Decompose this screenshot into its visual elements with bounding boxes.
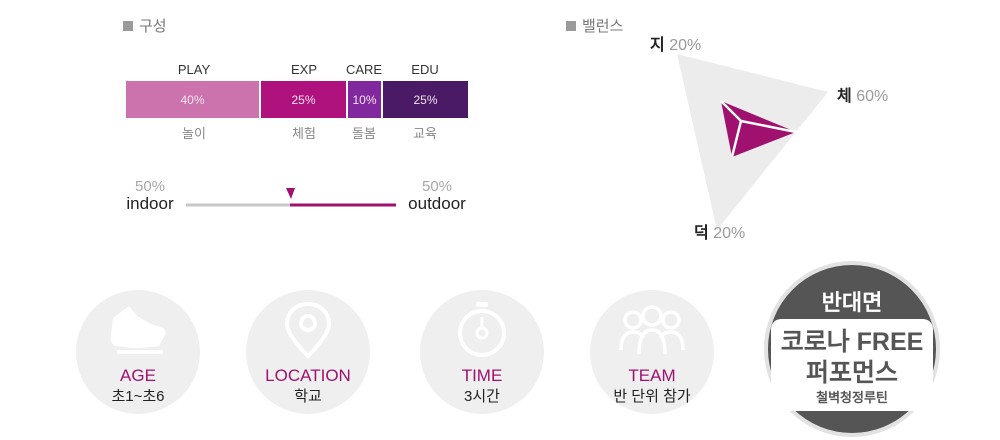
segment-value: 25% <box>413 92 438 107</box>
segment-bottom-label: 돌봄 <box>352 126 376 141</box>
stopwatch-icon <box>458 302 506 357</box>
radar-label-deok: 덕 20% <box>694 219 745 243</box>
indoor-percent: 50% <box>134 178 166 195</box>
radar-fill <box>721 101 796 157</box>
outdoor-label: outdoor <box>408 194 466 213</box>
sneaker-icon <box>110 306 166 354</box>
time-title: TIME <box>461 366 503 385</box>
location-value: 학교 <box>294 388 322 405</box>
radar-axis-name: 덕 <box>694 225 709 242</box>
age-title: AGE <box>120 366 156 385</box>
team-circle <box>590 290 714 414</box>
age-circle <box>76 290 200 414</box>
location-pin-icon <box>284 301 332 359</box>
segment-bottom-label: 체험 <box>292 126 316 141</box>
segment-top-label: EXP <box>290 62 318 77</box>
indoor-outdoor-slider <box>186 188 396 207</box>
location-title: LOCATION <box>265 366 351 385</box>
segment-bottom-label: 놀이 <box>182 126 206 141</box>
radar-label-ji: 지 20% <box>650 31 701 55</box>
composition-title-text: 구성 <box>139 18 167 35</box>
covid-free-badge: 반대면 코로나 FREE 퍼포먼스 철벽청정루틴 <box>764 261 940 437</box>
segment-bar-play: 40% <box>126 81 259 118</box>
radar-axis-name: 체 <box>837 88 852 105</box>
segment-bar-care: 10% <box>348 81 381 118</box>
radar-axis-value: 60% <box>856 88 889 105</box>
segment-top-label: PLAY <box>177 62 211 77</box>
segment-bottom-label: 교육 <box>413 126 437 141</box>
badge-inner-panel: 코로나 FREE 퍼포먼스 철벽청정루틴 <box>771 319 933 411</box>
badge-title: 반대면 <box>821 290 883 315</box>
badge-line-3: 철벽청정루틴 <box>816 390 888 405</box>
team-value: 반 단위 참가 <box>613 388 691 405</box>
composition-title: 구성 <box>123 15 167 36</box>
balance-radar-chart <box>677 54 828 230</box>
team-title: TEAM <box>628 366 676 385</box>
badge-line-2: 퍼포먼스 <box>805 359 898 387</box>
badge-line-1: 코로나 FREE <box>780 328 924 356</box>
outdoor-percent: 50% <box>421 178 453 195</box>
age-value: 초1~초6 <box>111 388 165 405</box>
radar-axis-name: 지 <box>650 37 665 54</box>
segment-top-label: CARE <box>345 62 383 77</box>
radar-label-che: 체 60% <box>837 82 888 106</box>
team-icon <box>619 305 685 355</box>
segment-bar-edu: 25% <box>383 81 468 118</box>
balance-title: 밸런스 <box>566 15 623 36</box>
segment-bar-exp: 25% <box>261 81 346 118</box>
location-circle <box>246 290 370 414</box>
time-circle <box>420 290 544 414</box>
radar-axis-value: 20% <box>669 37 702 54</box>
slider-marker-icon <box>286 188 295 199</box>
radar-axis <box>720 100 742 122</box>
balance-title-text: 밸런스 <box>582 18 624 35</box>
radar-axis-value: 20% <box>713 225 746 242</box>
segment-value: 40% <box>180 92 205 107</box>
segment-value: 10% <box>352 92 377 107</box>
square-bullet-icon <box>566 20 576 31</box>
segment-top-label: EDU <box>411 62 439 77</box>
indoor-label: indoor <box>126 194 174 213</box>
segment-value: 25% <box>291 92 316 107</box>
radar-axis <box>730 120 743 158</box>
radar-axis <box>740 119 797 134</box>
square-bullet-icon <box>123 20 133 31</box>
time-value: 3시간 <box>464 388 500 405</box>
